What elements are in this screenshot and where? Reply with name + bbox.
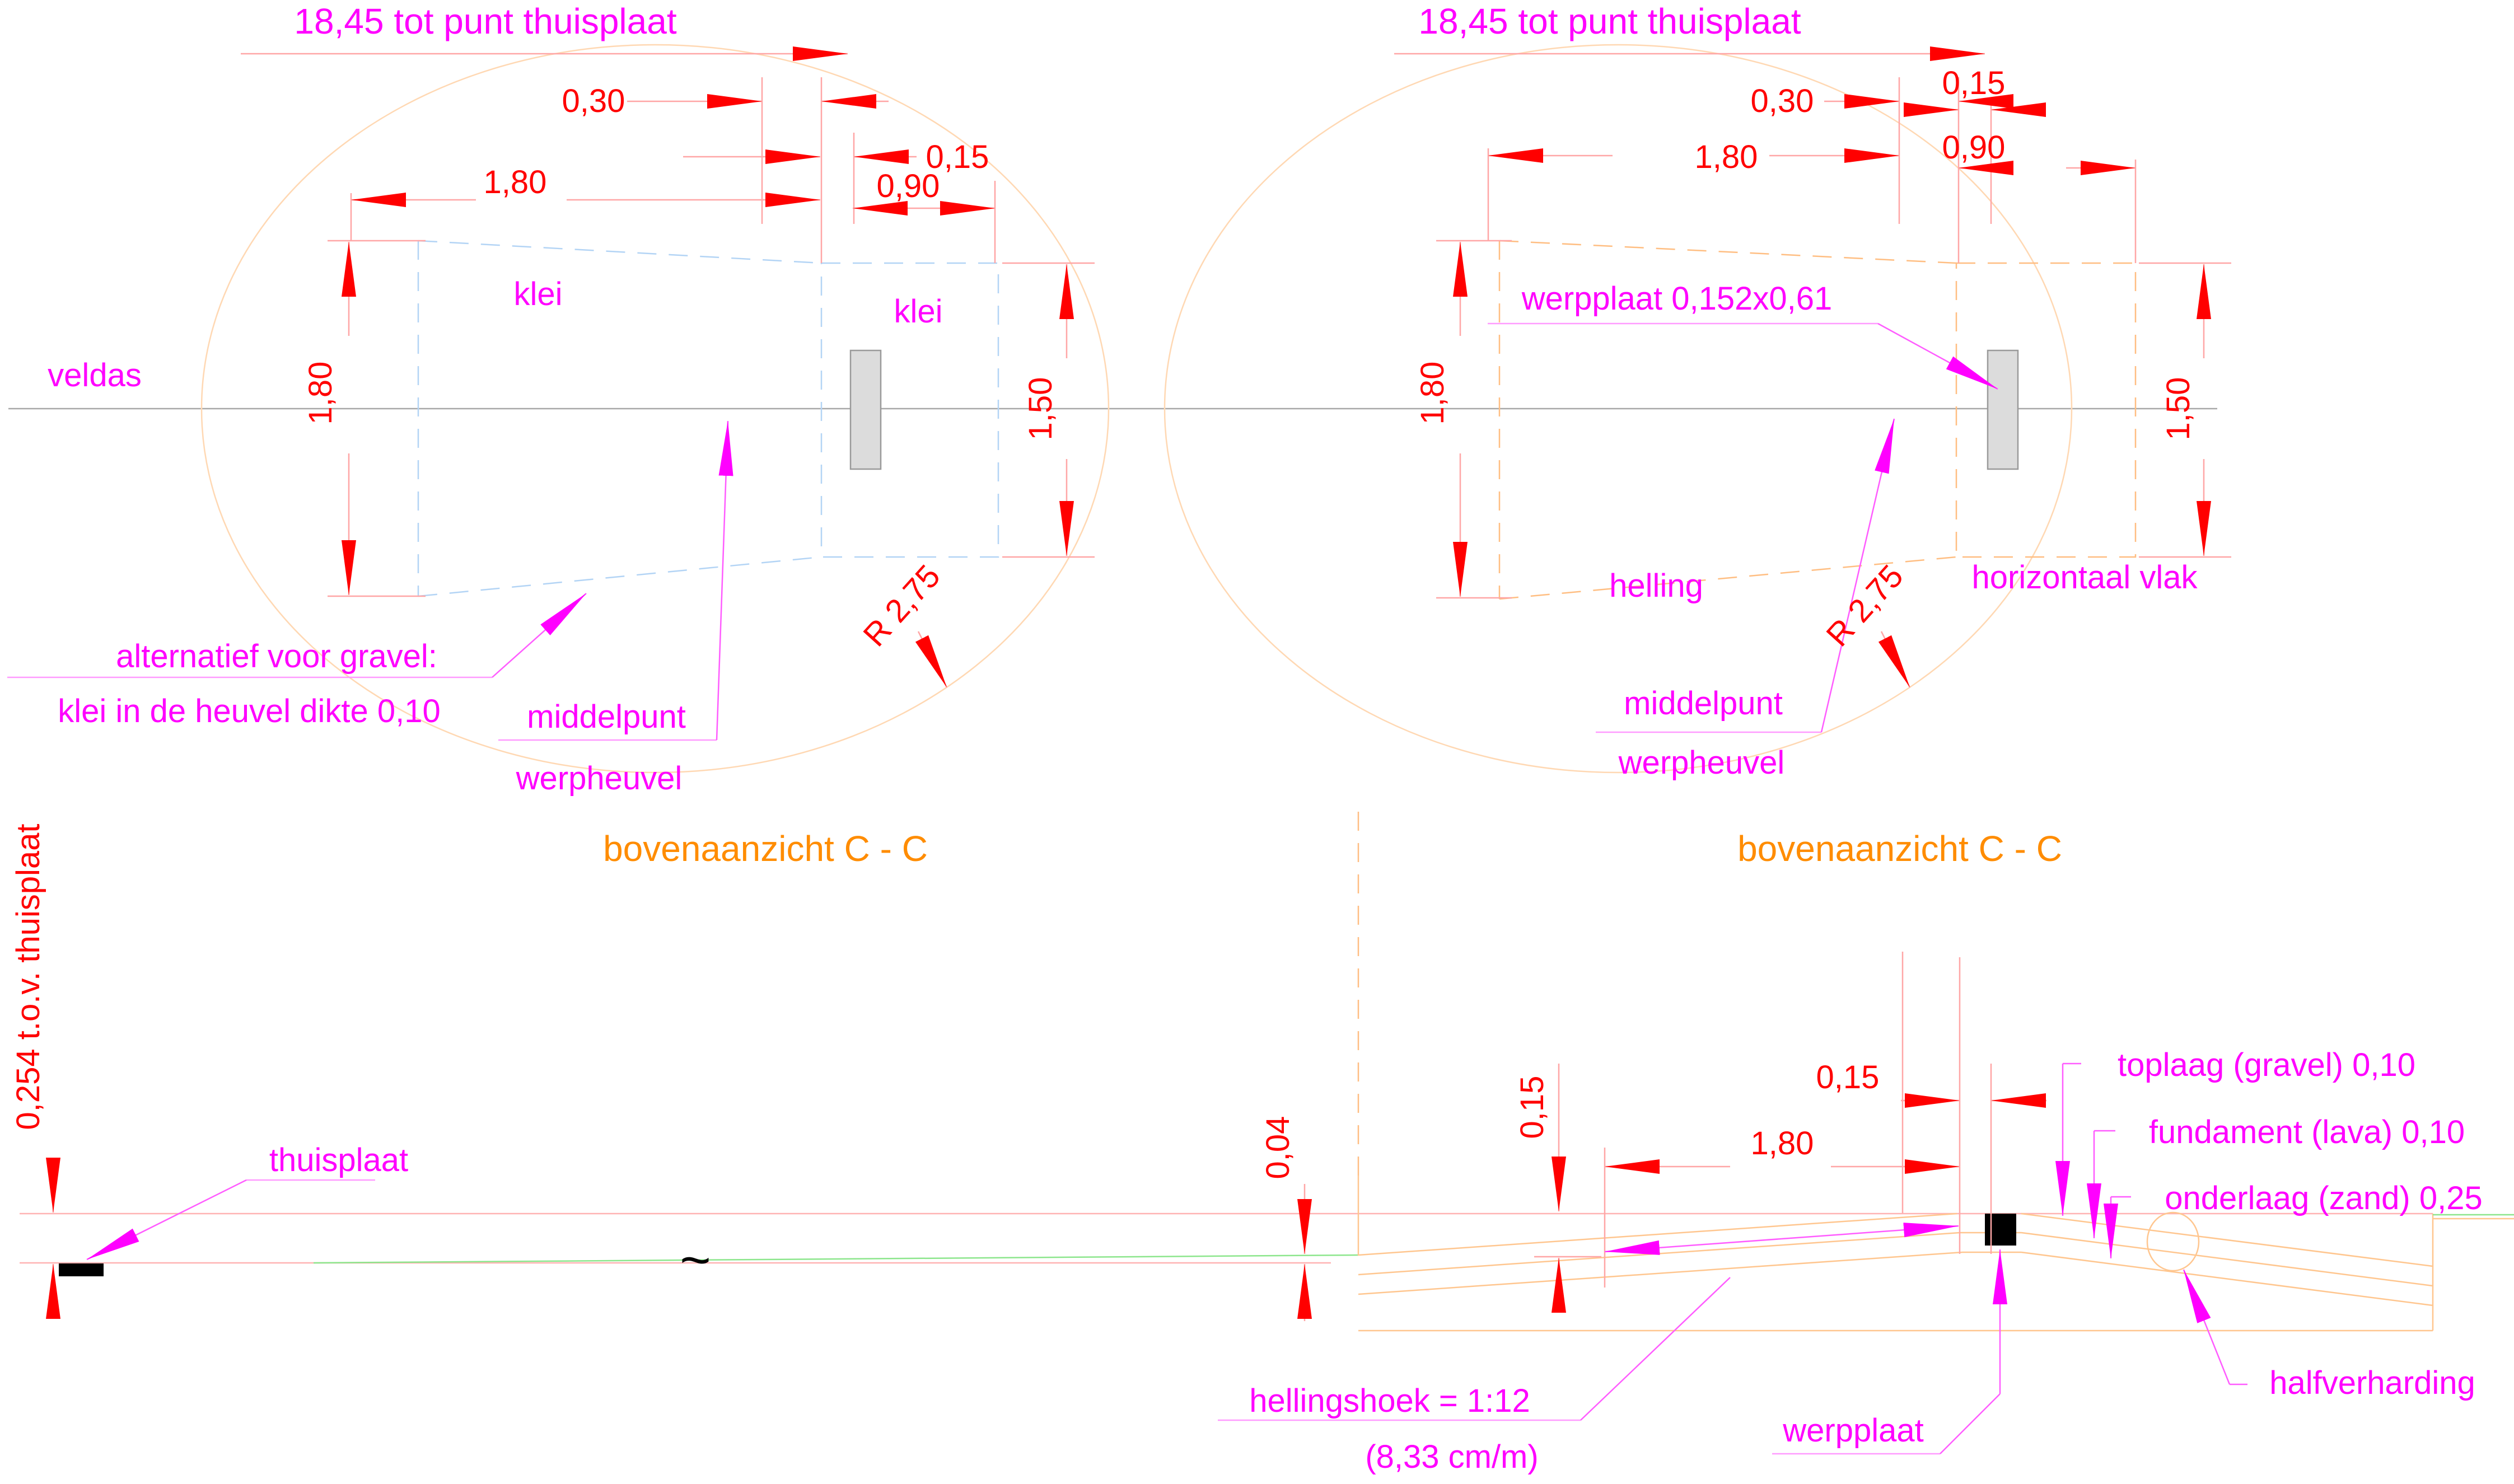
section-onderlaag-label: onderlaag (zand) 0,25 [2165, 1180, 2483, 1216]
right-dim-015: 0,15 [1942, 65, 2006, 101]
right-horizontaal-vlak-label: horizontaal vlak [1972, 559, 2198, 596]
veldas-label: veldas [48, 357, 142, 394]
section-hellingshoek-label-1: hellingshoek = 1:12 [1249, 1383, 1530, 1419]
left-alt-label-1: alternatief voor gravel: [116, 638, 437, 675]
left-radius-label: R 2,75 [856, 558, 947, 653]
right-mid-label-2: werpheuvel [1618, 745, 1785, 781]
section-extension-lines [1604, 957, 1992, 1288]
left-dim-030: 0,30 [562, 83, 625, 119]
right-dim-180v: 1,80 [1414, 362, 1451, 425]
right-mid-label-1: middelpunt [1624, 685, 1783, 722]
section-dim-004: 0,04 [1260, 1116, 1296, 1179]
section-werpplaat-leader-a [1940, 1393, 2001, 1454]
right-radius-label: R 2,75 [1819, 558, 1910, 653]
left-werpplaat-top [849, 349, 882, 470]
section-thuisplaat-leader [86, 1179, 247, 1261]
right-dim-090: 0,90 [1942, 129, 2006, 166]
right-radius-leader [1878, 631, 1911, 688]
left-mound-circle [200, 44, 1110, 774]
left-mid-label-2: werpheuvel [516, 760, 683, 797]
left-top-view: 18,45 tot punt thuisplaat 0,30 0,15 1,80… [7, 1, 1110, 869]
left-mid-label-1: middelpunt [527, 699, 686, 735]
left-klei-area-label: klei [513, 276, 562, 312]
section-dim-180: 1,80 [1751, 1125, 1814, 1162]
right-top-view: 18,45 tot punt thuisplaat 0,30 0,15 1,80… [1163, 1, 2231, 1214]
right-werpplaat-leader [1877, 322, 1998, 390]
section-halfverharding-label: halfverharding [2269, 1365, 2475, 1401]
left-dim-015: 0,15 [926, 139, 989, 175]
section-halfverharding-leader [2183, 1269, 2231, 1385]
left-radius-leader [915, 631, 948, 688]
right-werpplaat-label: werpplaat 0,152x0,61 [1521, 280, 1833, 317]
section-toplaag-label: toplaag (gravel) 0,10 [2118, 1047, 2415, 1083]
left-dim-150v: 1,50 [1022, 377, 1059, 441]
right-dim-150v: 1,50 [2160, 377, 2197, 441]
section-dim-0254: 0,254 t.o.v. thuisplaat [10, 823, 46, 1130]
section-werpplaat-plate [1985, 1214, 2016, 1246]
right-caption: bovenaanzicht C - C [1737, 828, 2062, 869]
section-dim-015h: 0,15 [1816, 1059, 1880, 1096]
left-klei-outline [417, 240, 999, 597]
section-werpplaat-label: werpplaat [1782, 1412, 1923, 1449]
right-gravel-outline [1357, 240, 2137, 1176]
left-klei-plate-label: klei [894, 293, 942, 330]
left-caption: bovenaanzicht C - C [603, 828, 928, 869]
section-thuisplaat-label: thuisplaat [269, 1142, 408, 1178]
right-dim-030: 0,30 [1751, 83, 1814, 119]
right-dim-180h: 1,80 [1695, 139, 1758, 175]
left-alt-leader [492, 593, 587, 678]
section-break-symbol: ~ [680, 1230, 711, 1290]
section-slope-arrow-a [1604, 1238, 1782, 1255]
section-detail-circle [2146, 1211, 2200, 1272]
left-mid-leader [716, 420, 733, 741]
right-mound-circle [1163, 44, 2073, 774]
left-dim-180h: 1,80 [484, 164, 547, 200]
left-dim-180v: 1,80 [302, 362, 339, 425]
section-view: 0,254 t.o.v. thuisplaat thuisplaat ~ 0,0… [10, 823, 2514, 1475]
right-mid-leader [1820, 418, 1895, 733]
right-title: 18,45 tot punt thuisplaat [1418, 1, 1801, 41]
right-werpplaat-top [1987, 349, 2019, 470]
left-title: 18,45 tot punt thuisplaat [294, 1, 676, 41]
section-hellingshoek-label-2: (8,33 cm/m) [1365, 1439, 1538, 1475]
section-layer-lines [1358, 1213, 2514, 1332]
right-helling-label: helling [1609, 568, 1703, 604]
section-thuisplaat-plate [59, 1263, 104, 1276]
section-hellingshoek-leader [1580, 1277, 1731, 1421]
section-slope-arrow-b [1781, 1223, 1959, 1240]
section-fundament-label: fundament (lava) 0,10 [2149, 1114, 2465, 1150]
right-extension-lines [1436, 77, 2231, 1214]
section-field-surface [313, 1254, 1359, 1264]
section-dim-015v: 0,15 [1514, 1076, 1550, 1139]
left-dim-090: 0,90 [877, 168, 940, 204]
left-alt-label-2: klei in de heuvel dikte 0,10 [58, 693, 441, 729]
